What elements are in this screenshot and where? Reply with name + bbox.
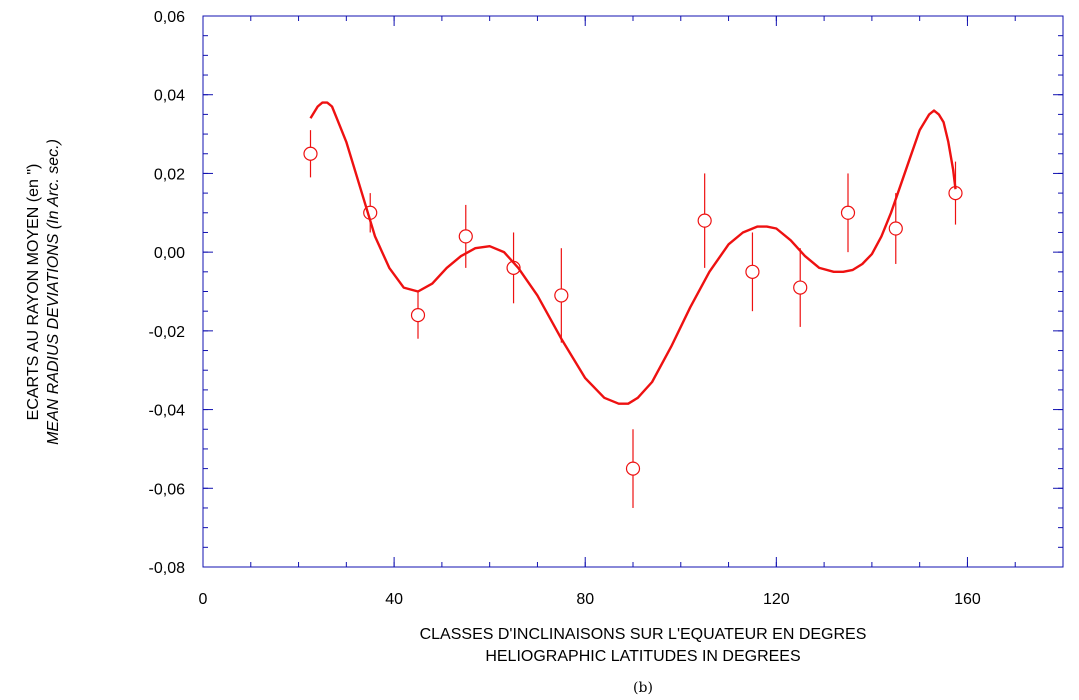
y-tick-label: 0,00 xyxy=(154,245,185,262)
fit-curve xyxy=(309,101,957,405)
y-axis-title-fr: ECARTS AU RAYON MOYEN (en ") xyxy=(25,164,42,421)
x-tick-label: 80 xyxy=(576,591,594,608)
x-tick-label: 160 xyxy=(954,591,981,608)
y-tick-label: -0,02 xyxy=(149,324,186,341)
data-point xyxy=(840,205,856,220)
y-tick-label: 0,04 xyxy=(154,88,185,105)
x-axis-title-en: HELIOGRAPHIC LATITUDES IN DEGREES xyxy=(485,648,800,665)
data-point xyxy=(697,213,712,228)
y-tick-label: -0,08 xyxy=(149,560,186,577)
x-axis-title-fr: CLASSES D'INCLINAISONS SUR L'EQUATEUR EN… xyxy=(420,626,867,643)
figure-caption: (b) xyxy=(633,680,653,696)
data-point xyxy=(303,146,318,161)
y-tick-labels: -0,08 -0,06 -0,04 -0,02 0,00 0,02 0,04 0,06 xyxy=(149,9,186,577)
data-point xyxy=(625,461,641,476)
major-ticks xyxy=(202,15,1063,568)
data-point xyxy=(410,308,426,323)
fit-curve-layer xyxy=(309,101,957,405)
data-point xyxy=(554,288,569,303)
y-tick-label: -0,04 xyxy=(149,403,186,420)
data-point xyxy=(745,264,760,279)
data-point xyxy=(458,229,473,244)
x-tick-label: 40 xyxy=(385,591,403,608)
data-point xyxy=(793,280,808,295)
x-tick-label: 0 xyxy=(199,591,208,608)
x-tick-labels: 0 40 80 120 160 xyxy=(199,591,981,608)
y-axis-title-en: MEAN RADIUS DEVIATIONS (In Arc. sec.) xyxy=(45,139,62,445)
error-bars xyxy=(309,130,957,508)
y-tick-label: 0,02 xyxy=(154,166,185,183)
data-point xyxy=(888,221,903,236)
data-points xyxy=(303,146,963,476)
x-tick-label: 120 xyxy=(763,591,790,608)
y-tick-label: 0,06 xyxy=(154,9,185,26)
y-tick-label: -0,06 xyxy=(149,481,186,498)
